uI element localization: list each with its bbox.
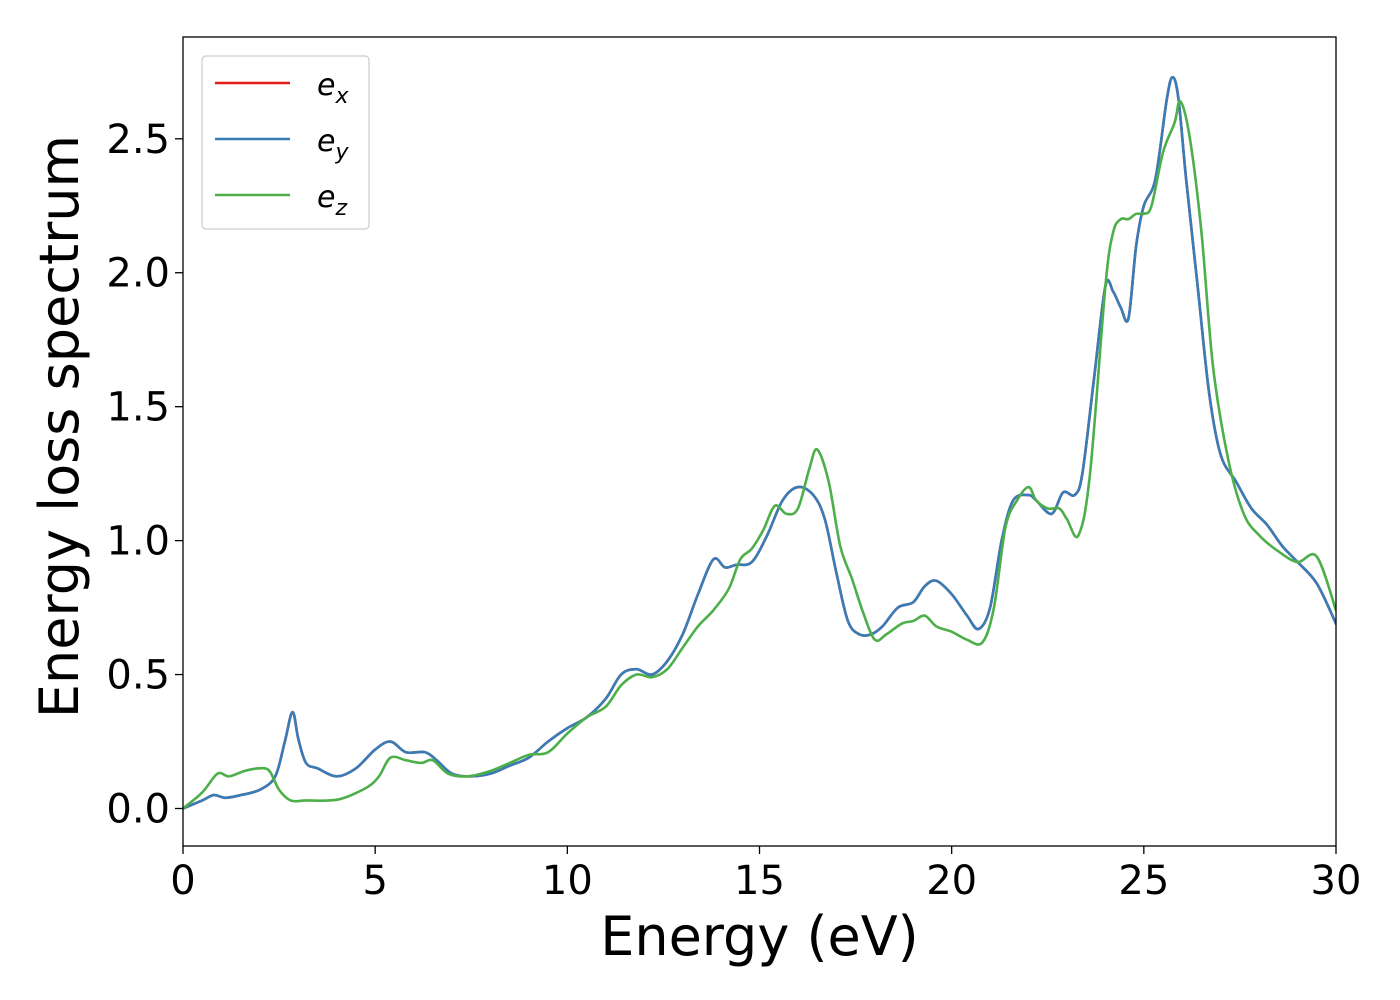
series-line-e-y [183,75,1336,810]
x-tick-label: 25 [1118,858,1169,904]
series-line-e-z [183,99,1336,810]
y-tick-label: 1.0 [106,519,170,565]
y-tick-label: 0.0 [106,786,170,832]
legend-label-e-y: ey [317,124,349,165]
y-tick-label: 2.0 [106,251,170,297]
legend-label-e-x: ex [317,68,349,109]
x-tick-label: 30 [1311,858,1362,904]
y-tick-label: 1.5 [106,385,170,431]
y-axis-label: Energy loss spectrum [28,135,91,718]
y-tick-label: 2.5 [106,117,170,163]
axes: 0 5 10 15 20 25 30 0.0 0.5 1.0 1.5 2.0 2.5 [106,36,1362,904]
x-tick-label: 15 [734,858,785,904]
x-tick-label: 10 [542,858,593,904]
y-tick-label: 0.5 [106,653,170,699]
x-tick-label: 20 [926,858,977,904]
legend-label-e-z: ez [317,180,347,221]
plot-lines [183,75,1336,810]
legend-box [201,55,370,230]
x-tick-label: 0 [170,858,195,904]
x-tick-label: 5 [362,858,387,904]
legend: ex ey ez [201,55,370,230]
x-axis-label: Energy (eV) [600,905,919,968]
